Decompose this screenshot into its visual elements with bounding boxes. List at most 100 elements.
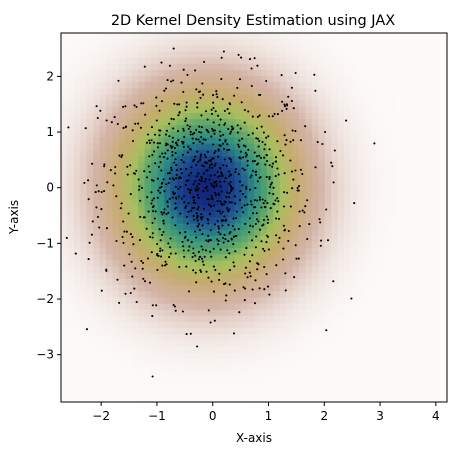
heatmap-cell [138,389,146,397]
heatmap-cell [318,279,326,286]
heatmap-cell [215,260,223,268]
heatmap-cell [382,235,390,243]
heatmap-cell [189,211,197,219]
heatmap-cell [434,260,442,268]
heatmap-cell [67,235,75,243]
heatmap-cell [106,39,114,46]
scatter-point [209,239,212,242]
heatmap-cell [427,297,435,305]
heatmap-cell [221,39,229,46]
heatmap-cell [311,334,319,342]
heatmap-cell [356,33,364,40]
heatmap-cell [279,174,287,182]
heatmap-cell [292,57,300,65]
scatter-point [129,291,132,295]
heatmap-cell [112,371,120,378]
scatter-point [122,241,125,244]
heatmap-cell [350,69,358,77]
scatter-point [260,240,263,243]
scatter-point [173,305,176,308]
heatmap-cell [144,143,152,151]
heatmap-cell [228,260,236,268]
scatter-point [139,215,142,218]
heatmap-cell [234,76,242,83]
heatmap-cell [363,199,371,206]
heatmap-cell [247,340,255,348]
heatmap-cell [221,125,229,132]
heatmap-cell [247,358,255,366]
heatmap-cell [234,334,242,342]
scatter-point [229,103,232,106]
scatter-point [297,257,300,260]
heatmap-cell [427,291,435,299]
heatmap-cell [234,297,242,305]
scatter-point [281,109,284,112]
scatter-point [110,121,113,124]
scatter-point [298,225,301,228]
scatter-point [191,256,194,259]
heatmap-cell [189,272,197,280]
scatter-point [271,115,274,118]
heatmap-cell [183,125,191,132]
heatmap-cell [408,223,416,231]
scatter-point [168,64,171,67]
heatmap-cell [163,223,171,231]
scatter-point [219,134,222,138]
heatmap-cell [363,149,371,157]
heatmap-cell [86,137,94,145]
heatmap-cell [324,125,332,132]
heatmap-cell [273,156,281,163]
heatmap-cell [337,266,345,274]
scatter-point [293,276,296,279]
heatmap-cell [311,112,319,120]
heatmap-cell [440,297,448,305]
heatmap-cell [144,389,152,397]
scatter-point [123,230,126,233]
heatmap-cell [176,328,184,335]
heatmap-cell [131,51,139,59]
scatter-point [283,103,286,106]
heatmap-cell [170,346,178,354]
heatmap-cell [305,365,313,372]
scatter-point [277,241,280,244]
heatmap-cell [176,223,184,231]
heatmap-cell [324,199,332,206]
heatmap-cell [421,205,429,212]
heatmap-cell [440,291,448,299]
heatmap-cell [376,119,384,126]
heatmap-cell [279,199,287,206]
heatmap-cell [279,229,287,237]
scatter-point [172,79,175,82]
scatter-point [257,220,260,223]
heatmap-cell [176,143,184,151]
heatmap-cell [163,45,171,53]
heatmap-cell [292,137,300,145]
scatter-point [324,130,327,134]
heatmap-cell [144,285,152,292]
heatmap-cell [254,119,262,126]
scatter-point [268,192,271,195]
heatmap-cell [286,328,294,335]
heatmap-cell [67,291,75,299]
scatter-point [151,153,154,156]
heatmap-cell [138,377,146,385]
heatmap-cell [215,229,223,237]
heatmap-cell [363,291,371,299]
heatmap-cell [363,254,371,262]
heatmap-cell [356,186,364,194]
heatmap-cell [350,162,358,169]
heatmap-cell [202,328,210,335]
heatmap-cell [344,279,352,286]
scatter-point [199,155,202,158]
heatmap-cell [189,365,197,372]
heatmap-cell [356,377,364,385]
heatmap-cell [202,63,210,71]
heatmap-cell [279,322,287,329]
heatmap-cell [138,248,146,255]
scatter-point [196,214,199,217]
scatter-point [237,53,240,56]
heatmap-cell [382,217,390,225]
heatmap-cell [311,205,319,212]
scatter-point [313,73,316,76]
heatmap-cell [266,395,274,403]
